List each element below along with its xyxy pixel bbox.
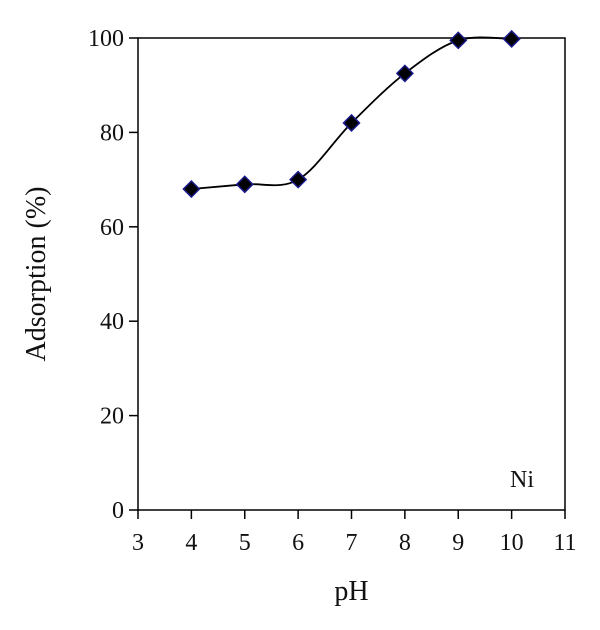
data-point-5 <box>235 175 254 194</box>
x-tick-label-4: 4 <box>185 530 197 556</box>
y-tick-label-0: 0 <box>112 498 124 524</box>
plot-frame <box>137 37 566 511</box>
y-ticks: 0 20 40 60 80 100 <box>88 26 138 524</box>
x-axis-label: pH <box>334 576 368 607</box>
y-tick-label-100: 100 <box>88 26 124 52</box>
x-tick-label-9: 9 <box>452 530 464 556</box>
x-tick-label-5: 5 <box>239 530 251 556</box>
data-point-10 <box>502 29 521 49</box>
x-ticks: 3 4 5 6 7 8 9 10 11 <box>132 510 577 556</box>
data-point-6 <box>289 170 308 189</box>
x-tick-label-11: 11 <box>553 530 576 556</box>
data-point-9 <box>449 31 468 50</box>
annotation-ni: Ni <box>510 467 534 493</box>
x-tick-label-6: 6 <box>292 530 304 556</box>
x-tick-label-3: 3 <box>132 530 144 556</box>
y-tick-label-80: 80 <box>100 120 124 146</box>
y-tick-label-40: 40 <box>100 309 124 335</box>
series-line-0 <box>191 36 512 190</box>
x-tick-label-10: 10 <box>500 530 524 556</box>
series <box>182 29 521 199</box>
data-point-4 <box>182 179 201 199</box>
y-tick-label-60: 60 <box>100 215 124 241</box>
data-point-7 <box>342 113 361 133</box>
data-point-8 <box>395 64 414 83</box>
x-tick-label-7: 7 <box>346 530 358 556</box>
y-tick-label-20: 20 <box>100 404 124 430</box>
axes <box>137 37 566 511</box>
y-axis-label: Adsorption (%) <box>21 187 52 362</box>
x-tick-label-8: 8 <box>399 530 411 556</box>
